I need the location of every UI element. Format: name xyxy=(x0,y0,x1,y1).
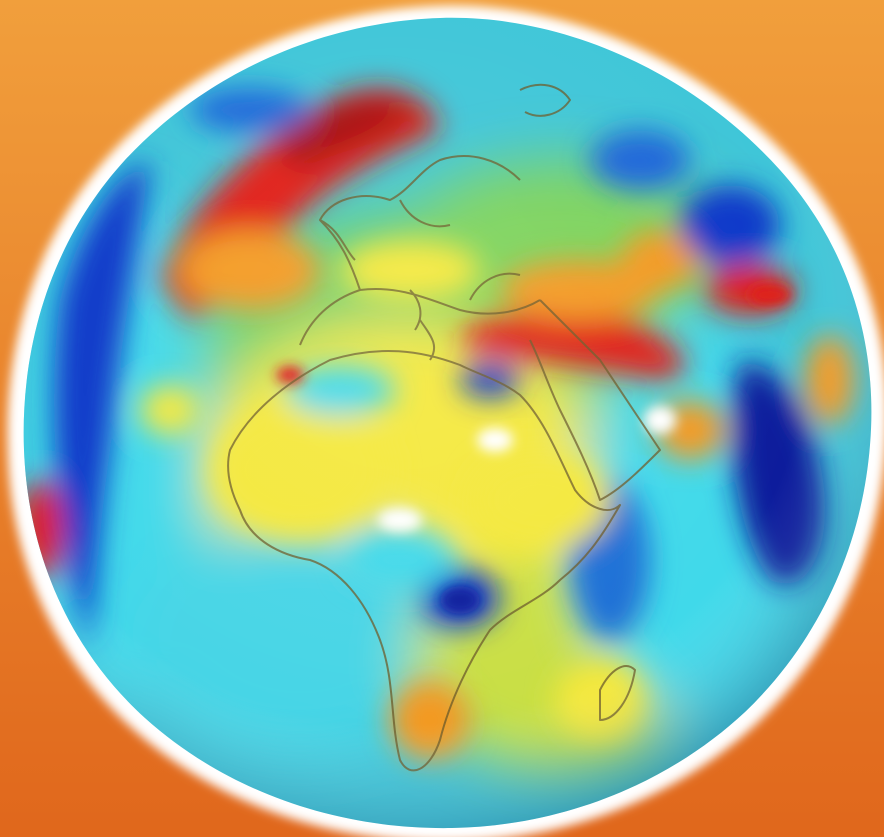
globe xyxy=(23,17,872,829)
scene xyxy=(0,0,884,837)
